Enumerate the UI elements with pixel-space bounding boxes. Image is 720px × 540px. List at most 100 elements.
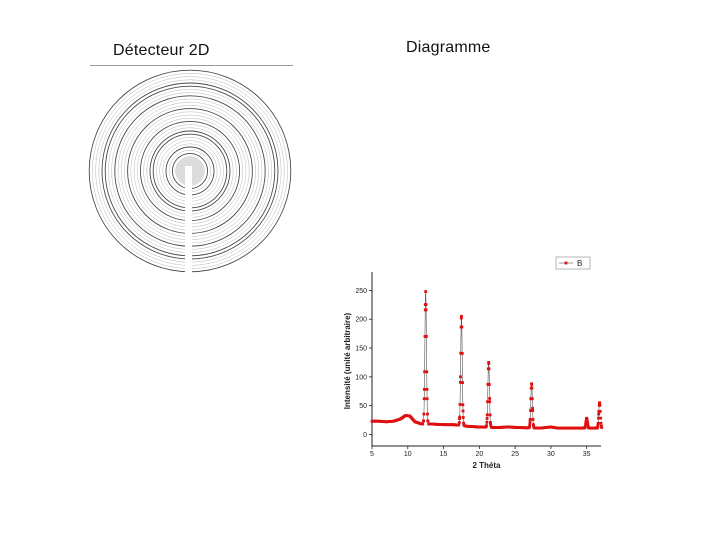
series-point [487, 361, 491, 364]
series-point [485, 420, 489, 424]
y-tick-label: 150 [355, 346, 367, 353]
series-point [585, 417, 589, 421]
series-point [458, 417, 461, 421]
series-point [531, 423, 535, 427]
series-point [426, 412, 429, 416]
series-point [531, 418, 535, 421]
beamstop-shadow [185, 166, 192, 274]
series-point [598, 403, 602, 407]
series-point [423, 335, 427, 338]
y-tick-label: 250 [355, 288, 367, 295]
series-point [488, 400, 492, 404]
series-point [596, 421, 600, 425]
series-point [422, 412, 426, 416]
x-tick-label: 5 [370, 451, 374, 458]
series-point [532, 425, 536, 429]
series-point [458, 380, 462, 384]
series-point [460, 351, 464, 355]
series-point [531, 406, 534, 410]
series-point [460, 325, 464, 329]
chart-legend: B [555, 256, 591, 270]
series-point [459, 375, 462, 379]
x-tick-label: 10 [404, 451, 412, 458]
x-tick-label: 25 [511, 451, 519, 458]
series-point [584, 422, 588, 426]
series-point [598, 401, 601, 405]
diagram-title: Diagramme [406, 39, 491, 56]
series-point [461, 403, 465, 407]
series-point [488, 413, 492, 417]
series-point [584, 420, 588, 424]
series-point [424, 303, 428, 306]
diffraction-chart: 0 50 100 150 200 250 5 10 15 20 25 30 35 B 2 Théta I… [343, 256, 604, 470]
series-point [459, 316, 463, 320]
legend-label-B: B [577, 259, 582, 268]
series-point [457, 423, 461, 427]
series-point [462, 421, 465, 425]
chart-series [370, 290, 604, 430]
series-point [531, 409, 535, 412]
series-point [530, 382, 533, 386]
series-point [424, 290, 428, 293]
x-tick-label: 20 [475, 451, 483, 458]
series-point [599, 416, 603, 420]
series-point [460, 314, 463, 318]
series-point [530, 397, 534, 401]
series-point [599, 421, 603, 425]
series-point [461, 381, 464, 384]
x-tick-label: 35 [583, 451, 591, 458]
series-point [422, 387, 426, 391]
series-point [489, 424, 493, 428]
series-point [529, 409, 532, 412]
series-point [461, 409, 465, 413]
chart-ticks: 0 50 100 150 200 250 5 10 15 20 25 30 35 [355, 288, 590, 458]
series-line-B [372, 291, 600, 429]
series-point [596, 424, 600, 428]
x-tick-label: 15 [440, 451, 448, 458]
series-point [424, 335, 428, 338]
detector-2d-image [88, 69, 292, 274]
series-point [600, 426, 604, 429]
series-point [528, 418, 532, 421]
series-point [530, 386, 534, 390]
series-point [597, 409, 601, 413]
series-point [422, 419, 425, 423]
series-point [528, 425, 531, 429]
series-point [583, 424, 587, 428]
series-point [485, 413, 489, 417]
series-point [425, 397, 429, 401]
series-point [488, 397, 492, 400]
y-tick-label: 50 [359, 403, 367, 410]
chart-axes [371, 272, 601, 447]
series-point [528, 420, 532, 424]
series-point [529, 397, 533, 401]
series-point [486, 382, 490, 386]
series-point [459, 351, 463, 355]
series-point [485, 424, 488, 428]
x-axis-label: 2 Théta [472, 461, 501, 470]
series-point [457, 421, 461, 425]
series-point [586, 422, 590, 426]
y-tick-label: 100 [355, 374, 367, 381]
y-tick-label: 0 [363, 432, 367, 439]
series-point [487, 383, 491, 386]
series-point [487, 367, 491, 371]
series-point [586, 420, 589, 424]
series-point [587, 426, 591, 430]
series-point [425, 387, 429, 391]
x-tick-label: 30 [547, 451, 555, 458]
detector-title: Détecteur 2D [113, 42, 210, 59]
series-point [425, 370, 429, 374]
y-axis-label: Intensité (unité arbitraire) [343, 312, 352, 409]
series-point [423, 370, 426, 374]
title-underline [90, 65, 293, 66]
series-point [486, 400, 489, 404]
series-point [424, 308, 428, 312]
series-point [421, 422, 425, 426]
series-point [489, 421, 492, 424]
series-point [458, 415, 462, 419]
series-point [461, 416, 465, 419]
series-point [485, 417, 489, 420]
series-point [422, 397, 426, 401]
series-point [528, 423, 532, 426]
